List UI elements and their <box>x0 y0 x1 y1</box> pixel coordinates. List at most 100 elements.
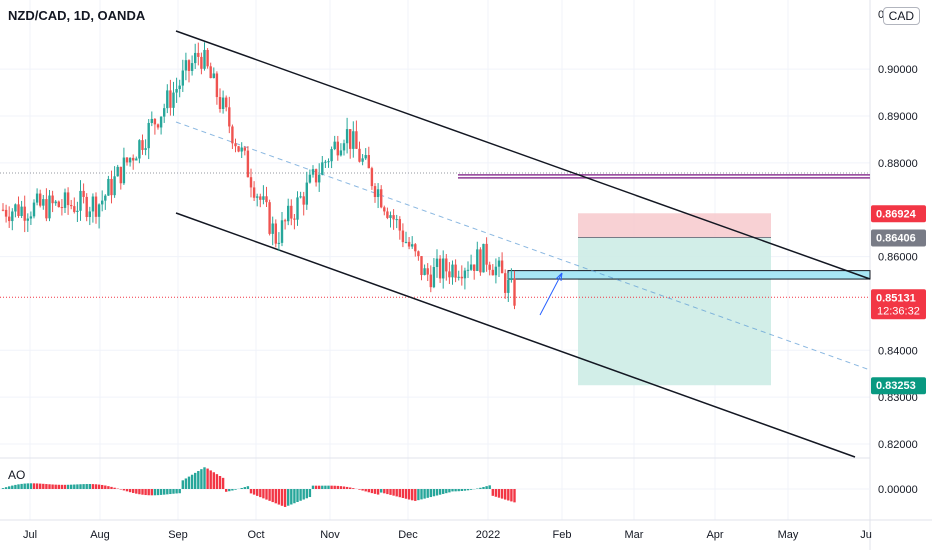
candle-body-153 <box>476 249 479 271</box>
ao-bar-138 <box>429 489 432 498</box>
candle-body-157 <box>488 264 491 270</box>
channel-lower-line <box>175 212 856 458</box>
ao-bar-14 <box>45 484 48 489</box>
ao-bar-60 <box>187 476 191 489</box>
ao-bar-51 <box>159 489 163 495</box>
ao-bar-107 <box>333 485 336 489</box>
candle-body-140 <box>435 258 439 268</box>
candle-body-30 <box>94 196 98 217</box>
candle-body-132 <box>411 244 414 247</box>
candle-body-55 <box>172 92 175 108</box>
ao-bar-75 <box>234 489 237 490</box>
candle-body-36 <box>113 176 116 196</box>
ao-bar-98 <box>305 489 308 499</box>
candle-body-14 <box>45 199 48 219</box>
candle-body-35 <box>110 178 113 196</box>
candle-body-99 <box>308 174 312 183</box>
candle-body-126 <box>392 215 395 220</box>
ao-bar-93 <box>290 489 293 505</box>
candle-body-20 <box>63 192 67 208</box>
ao-bar-55 <box>172 489 175 494</box>
candle-body-95 <box>296 197 299 220</box>
price-label-0: 0.86924 <box>876 208 917 220</box>
y-tick-label-3: 0.86000 <box>878 252 918 264</box>
ao-bar-123 <box>383 489 386 494</box>
ao-bar-132 <box>411 489 414 501</box>
candle-body-143 <box>445 258 448 272</box>
ao-bar-30 <box>94 484 98 489</box>
candle-body-27 <box>85 196 88 218</box>
candle-body-135 <box>420 256 423 276</box>
ao-bar-130 <box>404 489 408 499</box>
price-label-badge-2 <box>871 289 926 320</box>
candle-body-159 <box>494 266 498 276</box>
ao-bar-100 <box>311 485 315 489</box>
ao-bar-6 <box>20 483 23 489</box>
ao-bar-115 <box>358 489 361 490</box>
x-tick-label-2: Sep <box>168 529 188 541</box>
ao-bar-162 <box>504 489 507 500</box>
candle-body-158 <box>491 269 494 276</box>
x-tick-label-6: 2022 <box>476 529 500 541</box>
ao-bar-57 <box>178 489 181 494</box>
candle-body-130 <box>404 241 408 243</box>
candle-body-114 <box>355 131 358 149</box>
ao-bar-38 <box>119 489 122 490</box>
candle-body-0 <box>1 209 5 211</box>
ao-bar-27 <box>85 484 88 489</box>
candle-body-138 <box>429 274 432 288</box>
candle-body-80 <box>249 177 253 188</box>
ao-bar-31 <box>97 484 101 489</box>
candle-body-32 <box>101 200 104 205</box>
candle-body-11 <box>35 193 39 203</box>
y-tick-label-top: 0. <box>878 9 887 21</box>
x-tick-label-10: May <box>778 529 799 541</box>
currency-badge[interactable]: CAD <box>882 7 920 25</box>
price-label-badge-3 <box>871 377 926 395</box>
candle-body-129 <box>401 230 405 243</box>
candle-body-85 <box>265 196 268 203</box>
ao-bar-120 <box>373 489 377 494</box>
candle-body-29 <box>91 196 95 212</box>
x-tick-label-8: Mar <box>625 529 644 541</box>
ao-bar-131 <box>407 489 411 500</box>
candle-body-47 <box>147 122 150 149</box>
ao-bar-45 <box>141 489 144 495</box>
candle-body-91 <box>283 220 287 222</box>
candle-body-59 <box>184 60 188 71</box>
candle-body-70 <box>218 97 222 109</box>
candle-body-88 <box>274 223 277 244</box>
ao-bar-126 <box>392 489 395 496</box>
ao-bar-92 <box>287 489 290 506</box>
ao-bar-128 <box>398 489 401 498</box>
ao-bar-19 <box>60 484 64 489</box>
ao-bar-157 <box>488 485 491 489</box>
candle-body-150 <box>466 269 470 271</box>
ao-bar-50 <box>156 489 160 496</box>
candle-body-41 <box>128 157 132 163</box>
candle-body-45 <box>141 140 144 150</box>
x-tick-label-9: Apr <box>706 529 723 541</box>
ao-bar-65 <box>203 467 206 489</box>
candle-body-107 <box>333 141 336 150</box>
ao-bar-81 <box>252 489 256 495</box>
candle-body-103 <box>321 162 324 175</box>
ao-bar-84 <box>262 489 265 499</box>
candle-body-110 <box>342 143 346 151</box>
ao-bar-96 <box>299 489 302 501</box>
candle-body-28 <box>88 211 91 218</box>
ao-bar-13 <box>42 483 45 489</box>
ao-bar-56 <box>175 489 178 494</box>
ao-bar-125 <box>389 489 392 495</box>
ao-bar-0 <box>1 488 5 489</box>
ao-bar-2 <box>8 486 11 489</box>
candle-body-139 <box>432 267 436 288</box>
symbol-title: NZD/CAD, 1D, OANDA <box>8 8 146 23</box>
candle-body-115 <box>358 148 361 162</box>
candle-body-134 <box>417 251 420 257</box>
ao-bar-67 <box>209 470 212 489</box>
ao-bar-15 <box>48 484 51 489</box>
candle-body-161 <box>500 260 504 274</box>
candle-body-21 <box>66 192 70 206</box>
